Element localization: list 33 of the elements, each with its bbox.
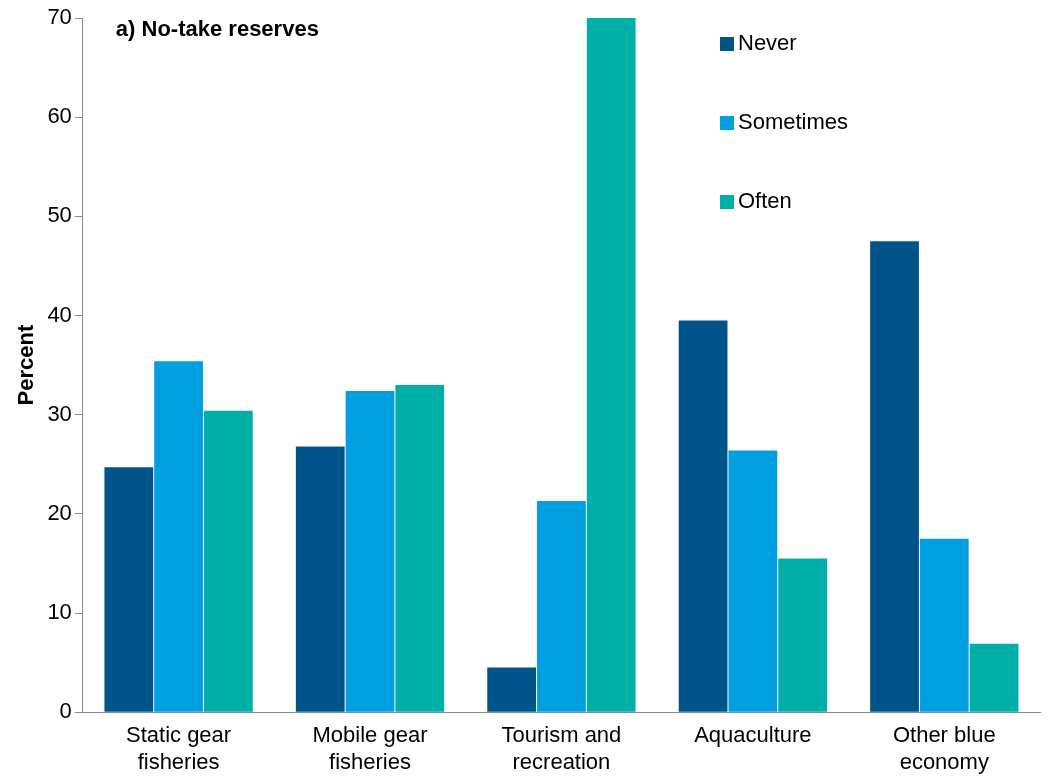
x-tick-label: Static gear fisheries [126,722,232,774]
bar [295,446,345,712]
legend-label: Often [738,188,792,214]
bar [678,320,728,712]
y-tick-label: 30 [47,400,72,426]
bar [345,390,395,712]
bar [487,667,537,712]
y-tick-label: 40 [47,301,72,327]
y-tick-label: 20 [47,499,72,525]
bar [586,18,636,712]
bar [969,643,1019,712]
chart-title: a) No-take reserves [115,16,319,42]
x-tick-label: Other blue economy [892,722,996,774]
y-tick-label: 0 [59,698,72,724]
y-tick-label: 60 [47,103,72,129]
y-tick-label: 10 [47,599,72,625]
y-axis-title: Percent [13,324,39,406]
bar [778,558,828,712]
bar [537,500,586,712]
y-tick-label: 70 [47,4,72,30]
bar [919,538,969,712]
y-tick-label: 50 [47,202,72,228]
bar [395,384,445,712]
x-tick-label: Mobile gear fisheries [312,722,428,774]
bar [728,450,778,712]
x-tick-label: Aquaculture [694,722,812,748]
legend-label: Never [738,30,797,56]
legend-label: Sometimes [738,109,849,135]
x-tick-label: Tourism and recreation [501,722,622,774]
bar [203,410,253,712]
bar [154,361,203,712]
bar [870,241,919,712]
bar [104,467,154,712]
